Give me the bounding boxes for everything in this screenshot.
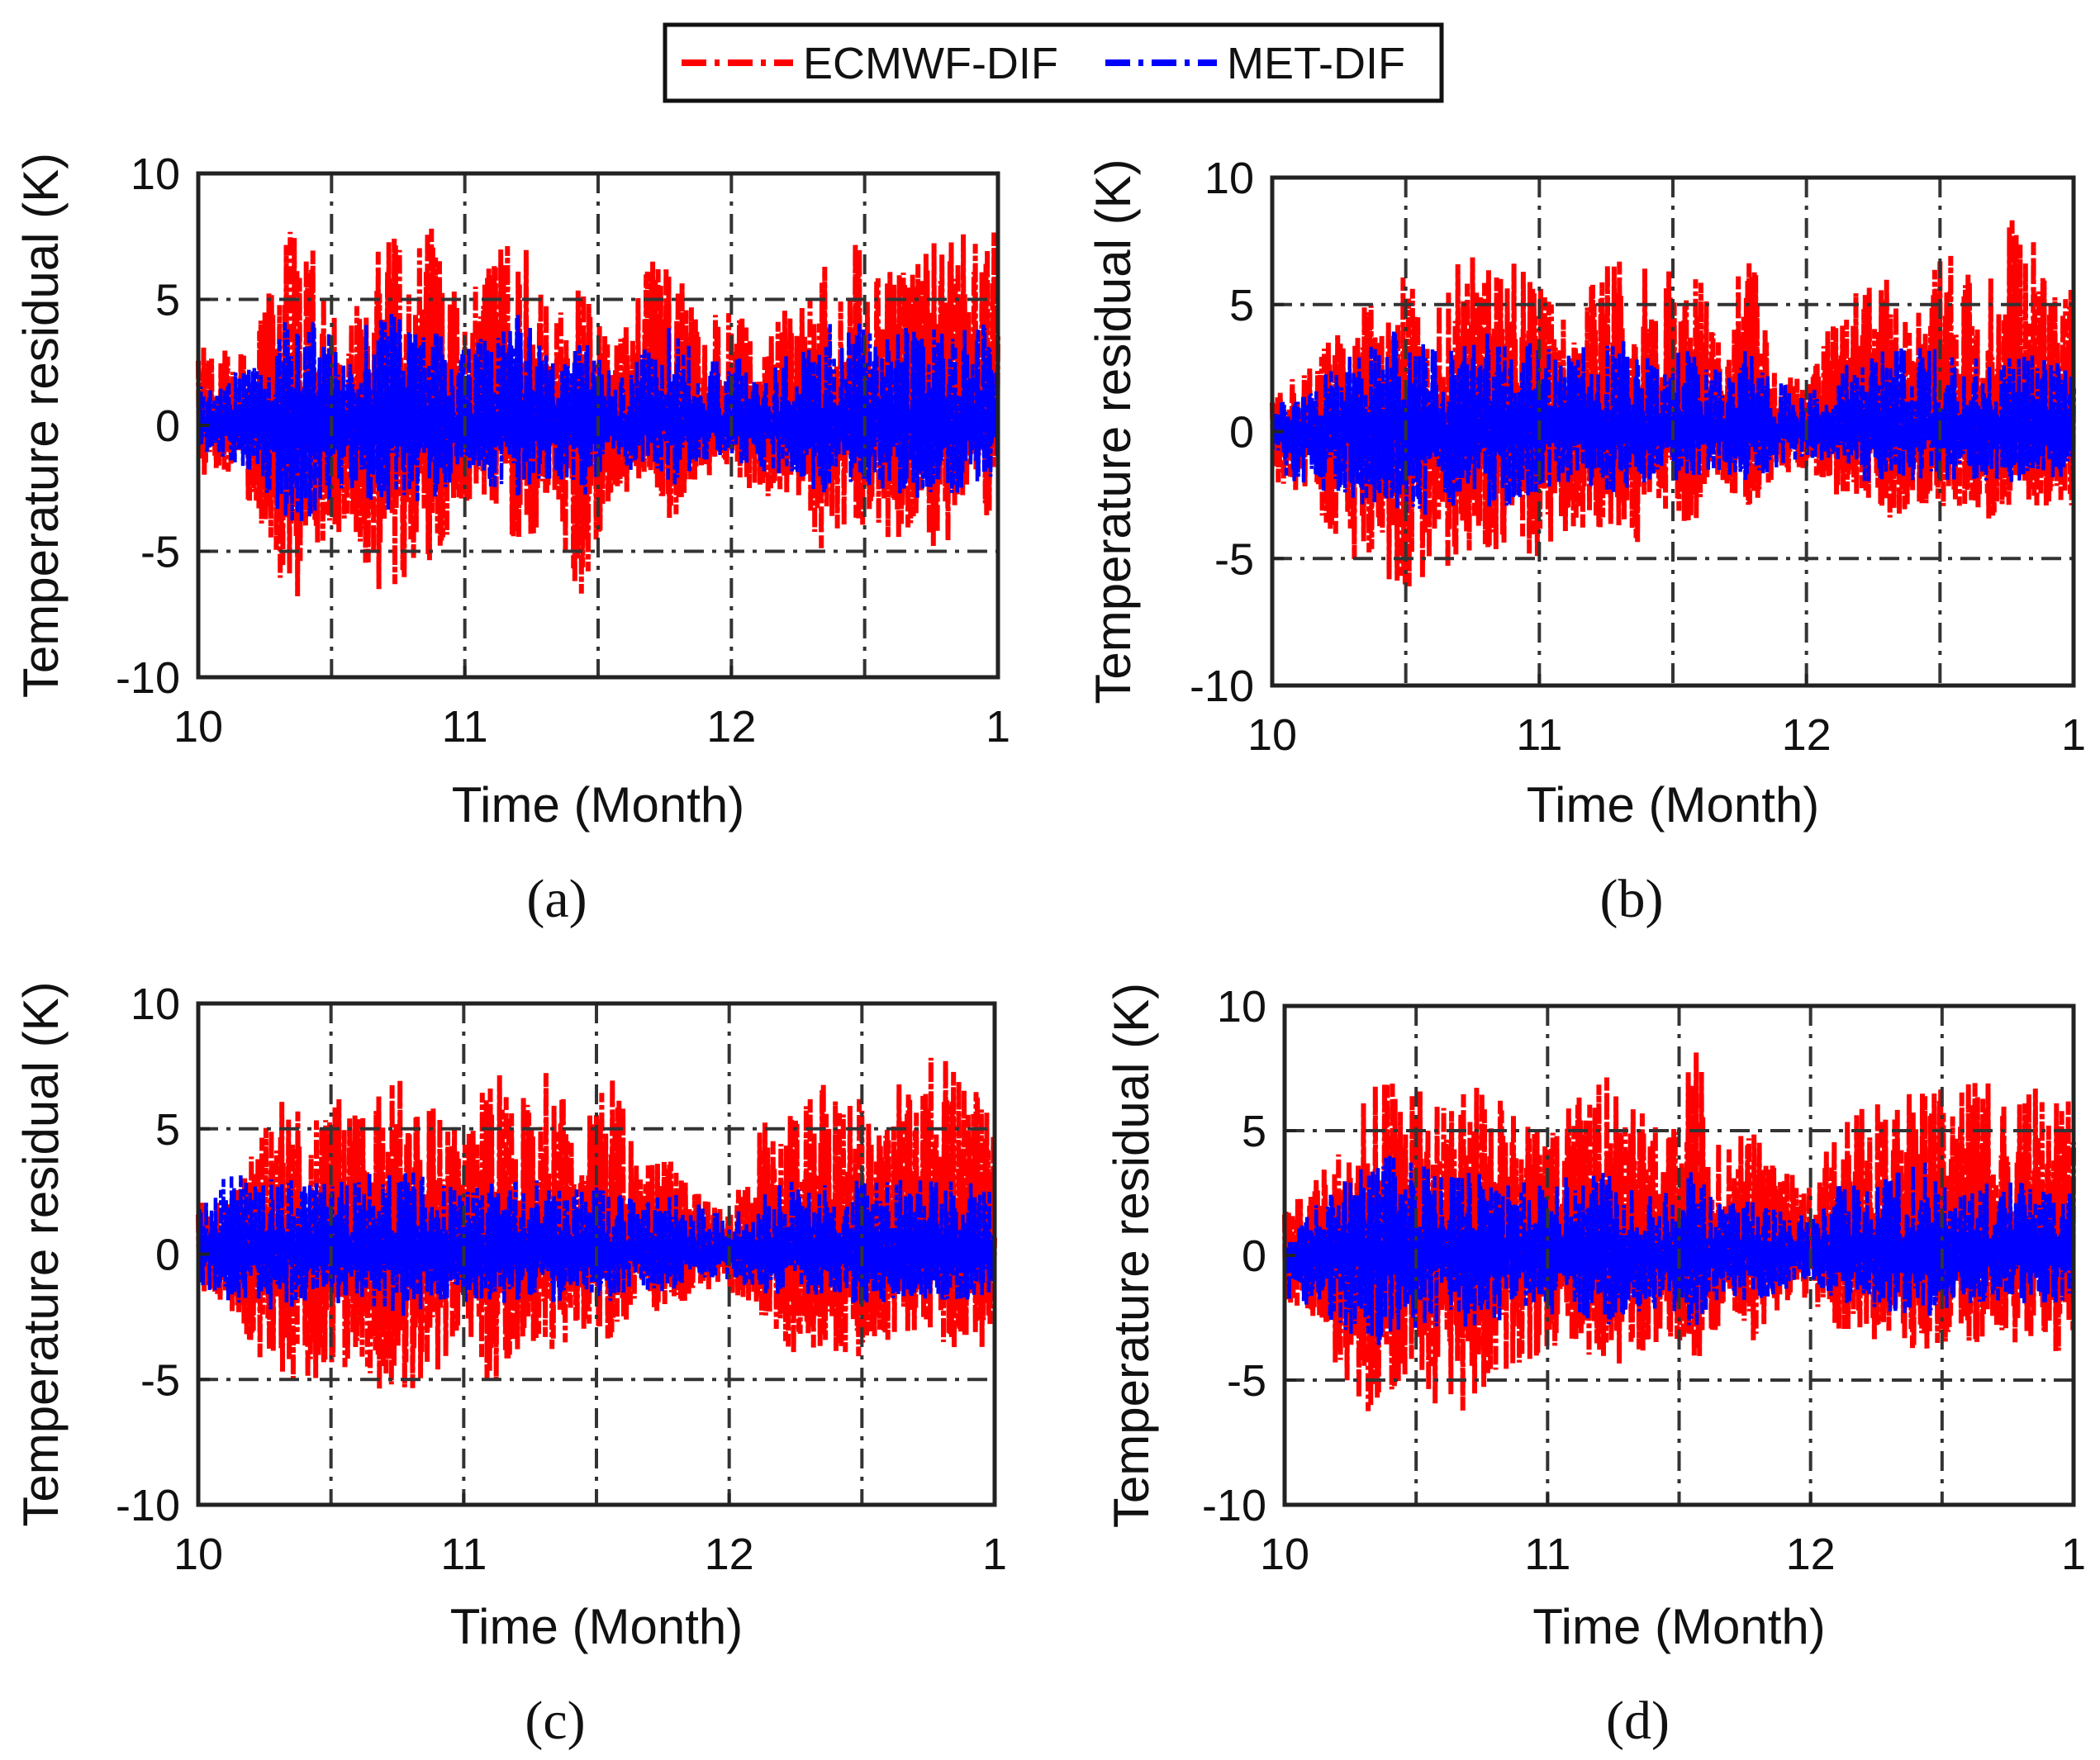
y-tick-label: 10 — [1217, 982, 1266, 1032]
y-axis-label: Temperature residual (K) — [1086, 159, 1141, 704]
x-tick-label: 10 — [1247, 710, 1297, 760]
x-tick-label: 1 — [2061, 710, 2086, 760]
x-axis-label: Time (Month) — [452, 777, 745, 833]
y-tick-label: 0 — [155, 401, 180, 451]
x-tick-label: 10 — [1260, 1530, 1309, 1579]
y-tick-label: -5 — [1227, 1356, 1266, 1406]
y-tick-label: -10 — [116, 1481, 180, 1530]
x-tick-label: 10 — [173, 1530, 223, 1579]
panel-c: -10 -5 0 5 10 10 11 12 1 Time (Month) Temperature … — [13, 980, 1007, 1751]
y-tick-label: 5 — [155, 276, 180, 325]
x-tick-label: 11 — [1516, 710, 1562, 760]
x-tick-label: 11 — [442, 702, 488, 752]
x-tick-label: 1 — [986, 702, 1010, 752]
y-tick-label: -5 — [1214, 534, 1254, 584]
y-tick-label: 0 — [155, 1231, 180, 1280]
y-tick-label: 5 — [155, 1105, 180, 1155]
x-tick-label: 10 — [173, 702, 223, 752]
x-tick-label: 12 — [1782, 710, 1832, 760]
x-axis-label: Time (Month) — [1532, 1599, 1826, 1654]
x-tick-label: 12 — [706, 702, 756, 752]
y-tick-label: -10 — [1202, 1481, 1266, 1530]
y-axis-label: Temperature residual (K) — [1104, 983, 1159, 1528]
panel-label: (c) — [525, 1691, 585, 1751]
legend: ECMWF-DIF MET-DIF — [663, 22, 1444, 103]
x-tick-label: 1 — [982, 1530, 1007, 1579]
y-tick-label: -5 — [140, 1355, 180, 1405]
y-tick-label: 10 — [131, 980, 180, 1029]
x-tick-label: 12 — [705, 1530, 754, 1579]
y-tick-label: -10 — [1190, 662, 1254, 711]
x-axis-label: Time (Month) — [450, 1599, 744, 1654]
legend-box — [663, 22, 1444, 103]
y-axis-label: Temperature residual (K) — [13, 153, 69, 698]
panel-a: -10 -5 0 5 10 10 11 12 1 Time (Month) Temperature … — [13, 149, 1010, 929]
x-tick-label: 12 — [1786, 1530, 1836, 1579]
y-axis-label: Temperature residual (K) — [13, 981, 69, 1526]
y-tick-label: 5 — [1242, 1107, 1266, 1156]
x-tick-label: 11 — [1524, 1530, 1570, 1579]
y-tick-label: 10 — [131, 149, 180, 199]
y-tick-label: -5 — [140, 528, 180, 577]
y-tick-label: 0 — [1242, 1231, 1266, 1281]
panel-b: -10 -5 0 5 10 10 11 12 1 Time (Month) Temperature … — [1086, 154, 2086, 929]
panel-d: -10 -5 0 5 10 10 11 12 1 Time (Month) Temperature … — [1104, 982, 2086, 1751]
y-tick-label: 5 — [1229, 281, 1254, 330]
panel-label: (b) — [1600, 869, 1664, 929]
panel-label: (d) — [1606, 1691, 1670, 1751]
y-tick-label: 10 — [1204, 154, 1254, 203]
y-tick-label: 0 — [1229, 408, 1254, 458]
x-tick-label: 1 — [2061, 1530, 2086, 1579]
x-tick-label: 11 — [440, 1530, 487, 1579]
y-tick-label: -10 — [116, 653, 180, 703]
legend-label-ecmwf-dif: ECMWF-DIF — [803, 39, 1058, 88]
x-axis-label: Time (Month) — [1527, 777, 1820, 833]
legend-label-met-dif: MET-DIF — [1227, 39, 1405, 88]
panel-label: (a) — [526, 869, 587, 929]
